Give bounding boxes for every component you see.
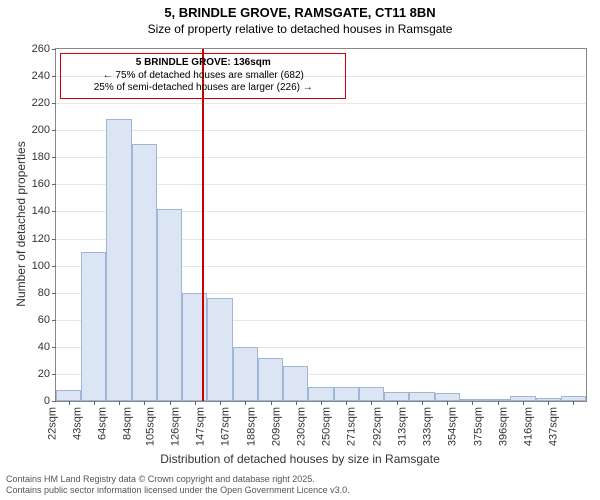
bar <box>207 298 232 401</box>
x-tick-label: 147sqm <box>194 407 206 446</box>
annotation-line1: ← 75% of detached houses are smaller (68… <box>67 70 339 83</box>
x-tick-label: 354sqm <box>447 407 459 446</box>
bar <box>258 358 283 401</box>
annotation-box: 5 BRINDLE GROVE: 136sqm ← 75% of detache… <box>60 53 346 99</box>
plot-area: 5 BRINDLE GROVE: 136sqm ← 75% of detache… <box>55 48 587 402</box>
x-tick-label: 167sqm <box>220 407 232 446</box>
bar <box>106 119 131 401</box>
annotation-title: 5 BRINDLE GROVE: 136sqm <box>67 57 339 70</box>
bar <box>132 144 157 401</box>
footer-line2: Contains public sector information licen… <box>6 485 350 496</box>
bar <box>233 347 258 401</box>
x-tick-label: 126sqm <box>169 407 181 446</box>
x-tick-label: 375sqm <box>472 407 484 446</box>
bar <box>409 392 434 401</box>
annotation-line2: 25% of semi-detached houses are larger (… <box>67 82 339 95</box>
bar <box>283 366 308 401</box>
bar <box>435 393 460 401</box>
x-tick-label: 333sqm <box>422 407 434 446</box>
x-axis-label: Distribution of detached houses by size … <box>0 452 600 466</box>
bar <box>334 387 359 401</box>
x-tick-label: 292sqm <box>371 407 383 446</box>
x-tick-label: 416sqm <box>523 407 535 446</box>
bar <box>359 387 384 401</box>
bar <box>81 252 106 401</box>
x-tick-label: 437sqm <box>548 407 560 446</box>
x-tick-label: 209sqm <box>270 407 282 446</box>
bar <box>157 209 182 401</box>
bar <box>384 392 409 401</box>
gridline <box>56 103 586 104</box>
chart-subtitle: Size of property relative to detached ho… <box>0 22 600 36</box>
x-tick-label: 105sqm <box>144 407 156 446</box>
x-tick-label: 188sqm <box>245 407 257 446</box>
x-tick-label: 84sqm <box>122 407 134 440</box>
reference-line <box>202 49 204 401</box>
x-tick-label: 64sqm <box>97 407 109 440</box>
x-tick-label: 250sqm <box>321 407 333 446</box>
x-tick-label: 22sqm <box>46 407 58 440</box>
x-tick-label: 396sqm <box>497 407 509 446</box>
gridline <box>56 130 586 131</box>
x-tick-label: 313sqm <box>396 407 408 446</box>
x-tick-label: 230sqm <box>295 407 307 446</box>
x-tick-label: 43sqm <box>71 407 83 440</box>
y-axis-label: Number of detached properties <box>14 124 28 324</box>
chart-title: 5, BRINDLE GROVE, RAMSGATE, CT11 8BN <box>0 5 600 20</box>
footer-line1: Contains HM Land Registry data © Crown c… <box>6 474 350 485</box>
bar <box>308 387 333 401</box>
x-tick-label: 271sqm <box>346 407 358 446</box>
footer-attribution: Contains HM Land Registry data © Crown c… <box>0 470 356 500</box>
bar <box>56 390 81 401</box>
